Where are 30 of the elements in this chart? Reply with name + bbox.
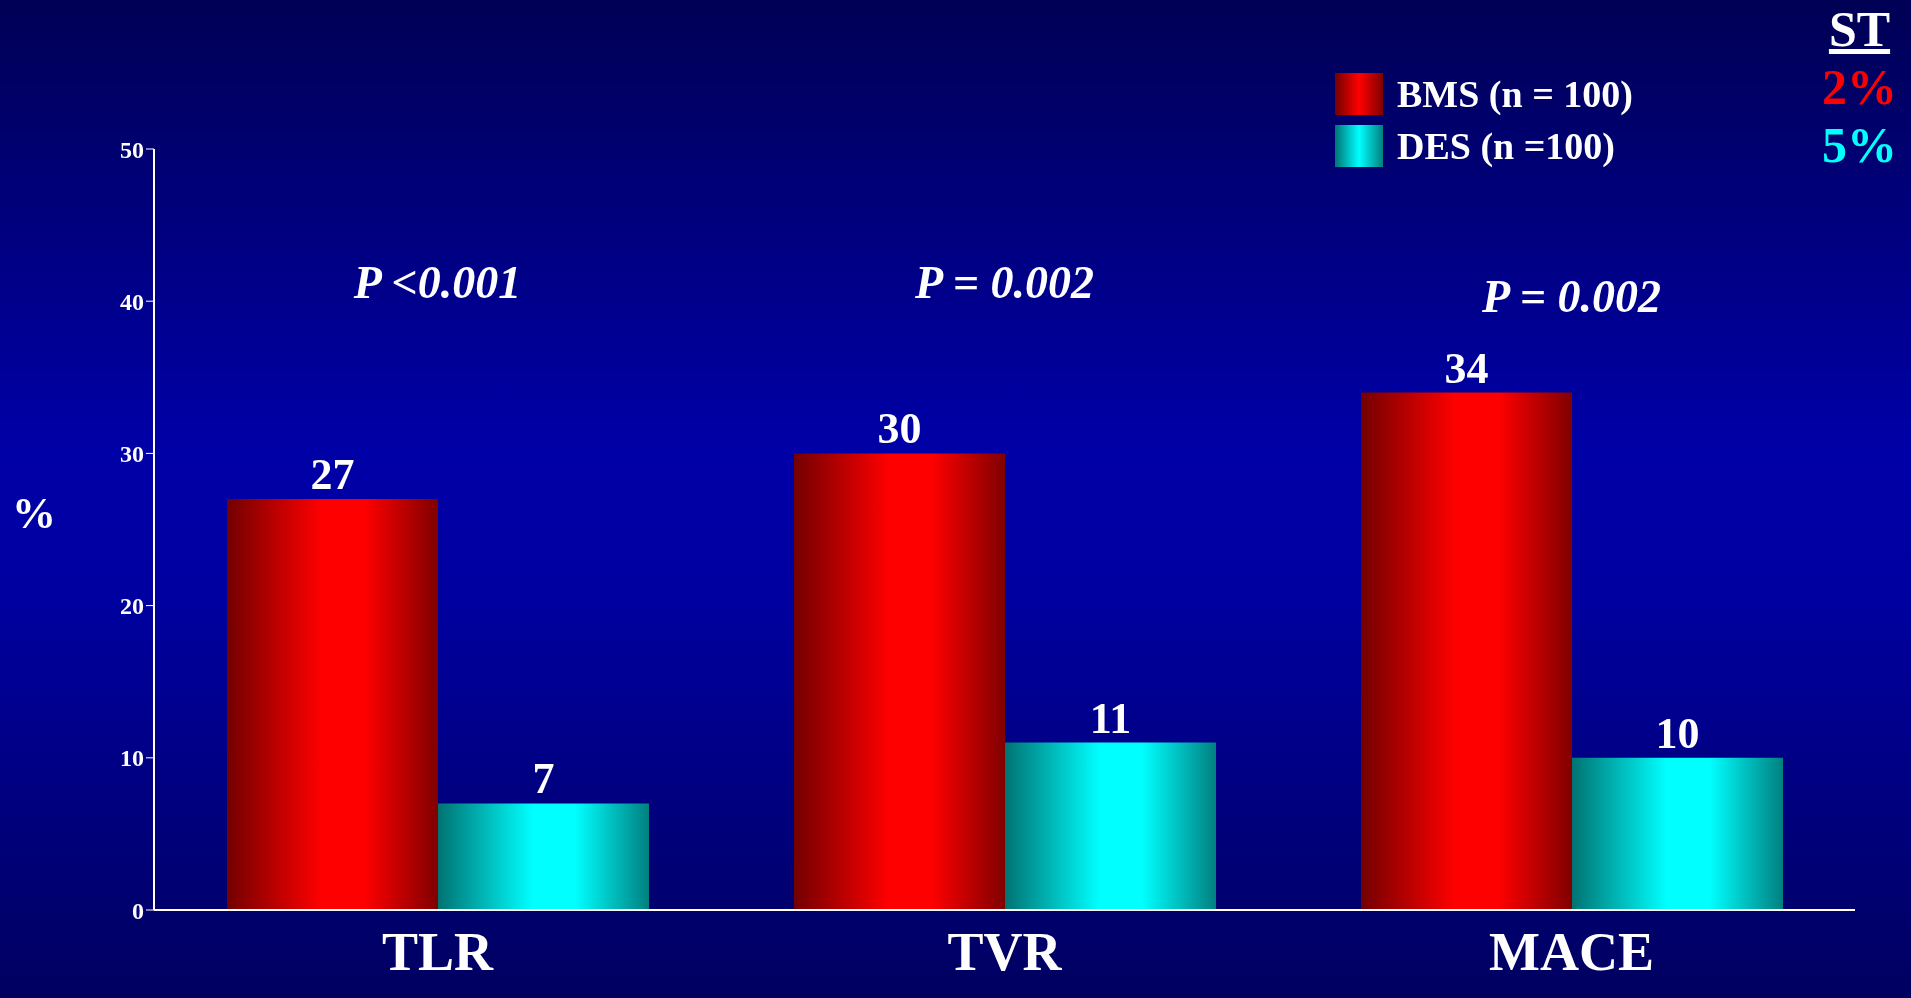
annotation: P = 0.002: [913, 256, 1096, 309]
bar: [1005, 742, 1216, 910]
legend-label: DES (n =100): [1397, 124, 1616, 168]
data-label: 27: [310, 450, 355, 500]
data-label: 10: [1655, 708, 1700, 758]
bar: [438, 803, 649, 910]
data-label: 30: [877, 404, 922, 454]
annotation: P <0.001: [352, 256, 523, 309]
y-tick-label: 10: [120, 745, 144, 772]
annotation: 5%: [1822, 116, 1897, 174]
data-label: 11: [1089, 693, 1132, 743]
y-axis-title: %: [12, 488, 56, 539]
legend-label: BMS (n = 100): [1397, 72, 1633, 116]
text: 2%: [1822, 58, 1897, 116]
bar: [1572, 757, 1783, 910]
x-tick-label: TLR: [381, 922, 495, 983]
data-label: 7: [532, 754, 555, 804]
bar: [1361, 392, 1572, 910]
bar: [227, 499, 438, 910]
text: ST: [1828, 0, 1891, 58]
bar: [794, 453, 1005, 910]
data-label: 34: [1444, 343, 1489, 393]
x-tick-label: MACE: [1489, 922, 1654, 983]
y-tick-label: 50: [120, 136, 144, 163]
annotation: P = 0.002: [1480, 270, 1663, 323]
x-tick-label: TVR: [947, 922, 1063, 983]
y-tick-label: 20: [120, 593, 144, 620]
y-tick-label: 40: [120, 288, 144, 315]
y-tick-label: 0: [132, 897, 144, 924]
y-tick-label: 30: [120, 440, 144, 467]
